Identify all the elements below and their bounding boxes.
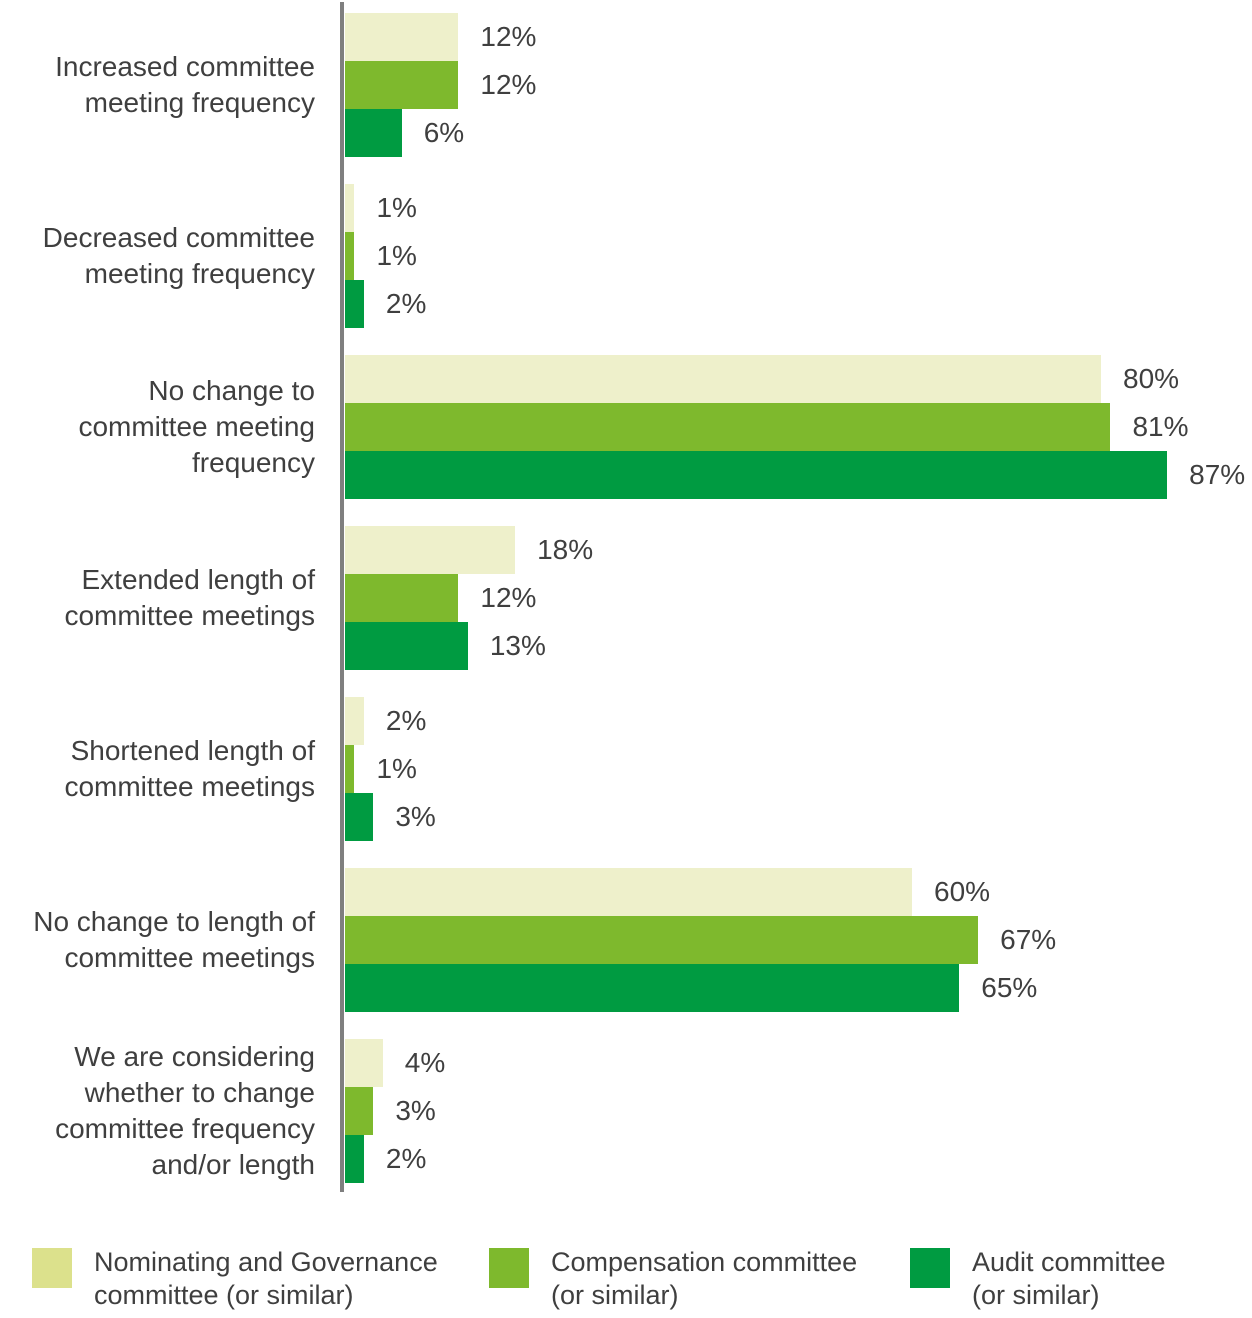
legend-label: Nominating and Governance committee (or s… [94, 1246, 438, 1312]
legend-entry: Compensation committee (or similar) [489, 1246, 857, 1312]
value-label: 4% [404, 1047, 446, 1078]
legend-entry: Audit committee (or similar) [910, 1246, 1166, 1312]
bar-nomgov [345, 355, 1101, 403]
bar-nomgov [345, 868, 912, 916]
legend-entry: Nominating and Governance committee (or s… [32, 1246, 438, 1312]
value-label: 3% [395, 801, 436, 832]
category-label-line: We are considering [74, 1041, 315, 1072]
bar-compensation [345, 403, 1111, 451]
category-label: Decreased committee meeting frequency [0, 220, 315, 292]
category-label-line: committee meetings [64, 771, 315, 802]
category-label-line: Extended length of [81, 564, 315, 595]
category-label-line: Shortened length of [70, 735, 315, 766]
category-label: Shortened length of committee meetings [0, 733, 315, 805]
bar-compensation [345, 916, 979, 964]
legend-label-line: (or similar) [972, 1280, 1100, 1310]
value-label: 12% [480, 582, 537, 613]
category-label-line: whether to change [84, 1077, 315, 1108]
value-label: 3% [395, 1095, 436, 1126]
legend-label: Compensation committee (or similar) [551, 1246, 857, 1312]
bar-compensation [345, 61, 459, 109]
legend-label-line: Audit committee [972, 1247, 1166, 1277]
value-label: 1% [376, 753, 417, 784]
category-label-line: No change to [148, 375, 315, 406]
category-label-line: Increased committee [55, 51, 315, 82]
value-label: 87% [1189, 459, 1246, 490]
category-label-line: Decreased committee [42, 222, 315, 253]
bar-audit [345, 793, 374, 841]
category-label: Extended length of committee meetings [0, 562, 315, 634]
bar-nomgov [345, 184, 355, 232]
bar-compensation [345, 232, 355, 280]
category-label: No change to committee meeting frequency [0, 373, 315, 481]
value-label: 13% [489, 630, 546, 661]
bar-audit [345, 451, 1168, 499]
value-label: 80% [1123, 363, 1180, 394]
category-label-line: committee meetings [64, 600, 315, 631]
category-label-line: committee frequency [55, 1113, 315, 1144]
bar-nomgov [345, 13, 459, 61]
value-label: 2% [385, 705, 427, 736]
value-label: 2% [385, 1143, 427, 1174]
legend-label-line: committee (or similar) [94, 1280, 354, 1310]
category-label-line: committee meeting [78, 411, 315, 442]
legend-label-line: Nominating and Governance [94, 1247, 438, 1277]
legend-swatch-icon [910, 1248, 950, 1288]
value-label: 12% [480, 69, 537, 100]
bar-nomgov [345, 697, 364, 745]
bar-audit [345, 109, 402, 157]
y-axis-line [340, 2, 344, 1192]
category-label-line: meeting frequency [84, 258, 315, 289]
bar-audit [345, 1135, 364, 1183]
category-label-line: committee meetings [64, 942, 315, 973]
bar-compensation [345, 745, 355, 793]
value-label: 6% [423, 117, 465, 148]
bar-nomgov [345, 1039, 383, 1087]
category-label-line: and/or length [151, 1149, 315, 1180]
value-label: 12% [480, 21, 537, 52]
value-label: 2% [385, 288, 427, 319]
value-label: 1% [376, 240, 417, 271]
legend-label-line: (or similar) [551, 1280, 679, 1310]
value-label: 18% [537, 534, 594, 565]
value-label: 67% [1000, 924, 1057, 955]
value-label: 1% [376, 192, 417, 223]
category-label-line: meeting frequency [84, 87, 315, 118]
value-label: 60% [934, 876, 991, 907]
bar-compensation [345, 1087, 374, 1135]
legend-swatch-icon [32, 1248, 72, 1288]
value-label: 65% [981, 972, 1038, 1003]
value-label: 81% [1132, 411, 1189, 442]
category-label-line: No change to length of [33, 906, 315, 937]
bar-audit [345, 964, 960, 1012]
legend-label-line: Compensation committee [551, 1247, 858, 1277]
bar-compensation [345, 574, 459, 622]
legend-swatch-icon [489, 1248, 529, 1288]
bar-nomgov [345, 526, 516, 574]
category-label: No change to length of committee meetings [0, 904, 315, 976]
category-label: Increased committee meeting frequency [0, 49, 315, 121]
bar-audit [345, 622, 468, 670]
legend-label: Audit committee (or similar) [972, 1246, 1166, 1312]
category-label-line: frequency [192, 447, 315, 478]
category-label: We are considering whether to change commi… [0, 1039, 315, 1183]
bar-audit [345, 280, 364, 328]
